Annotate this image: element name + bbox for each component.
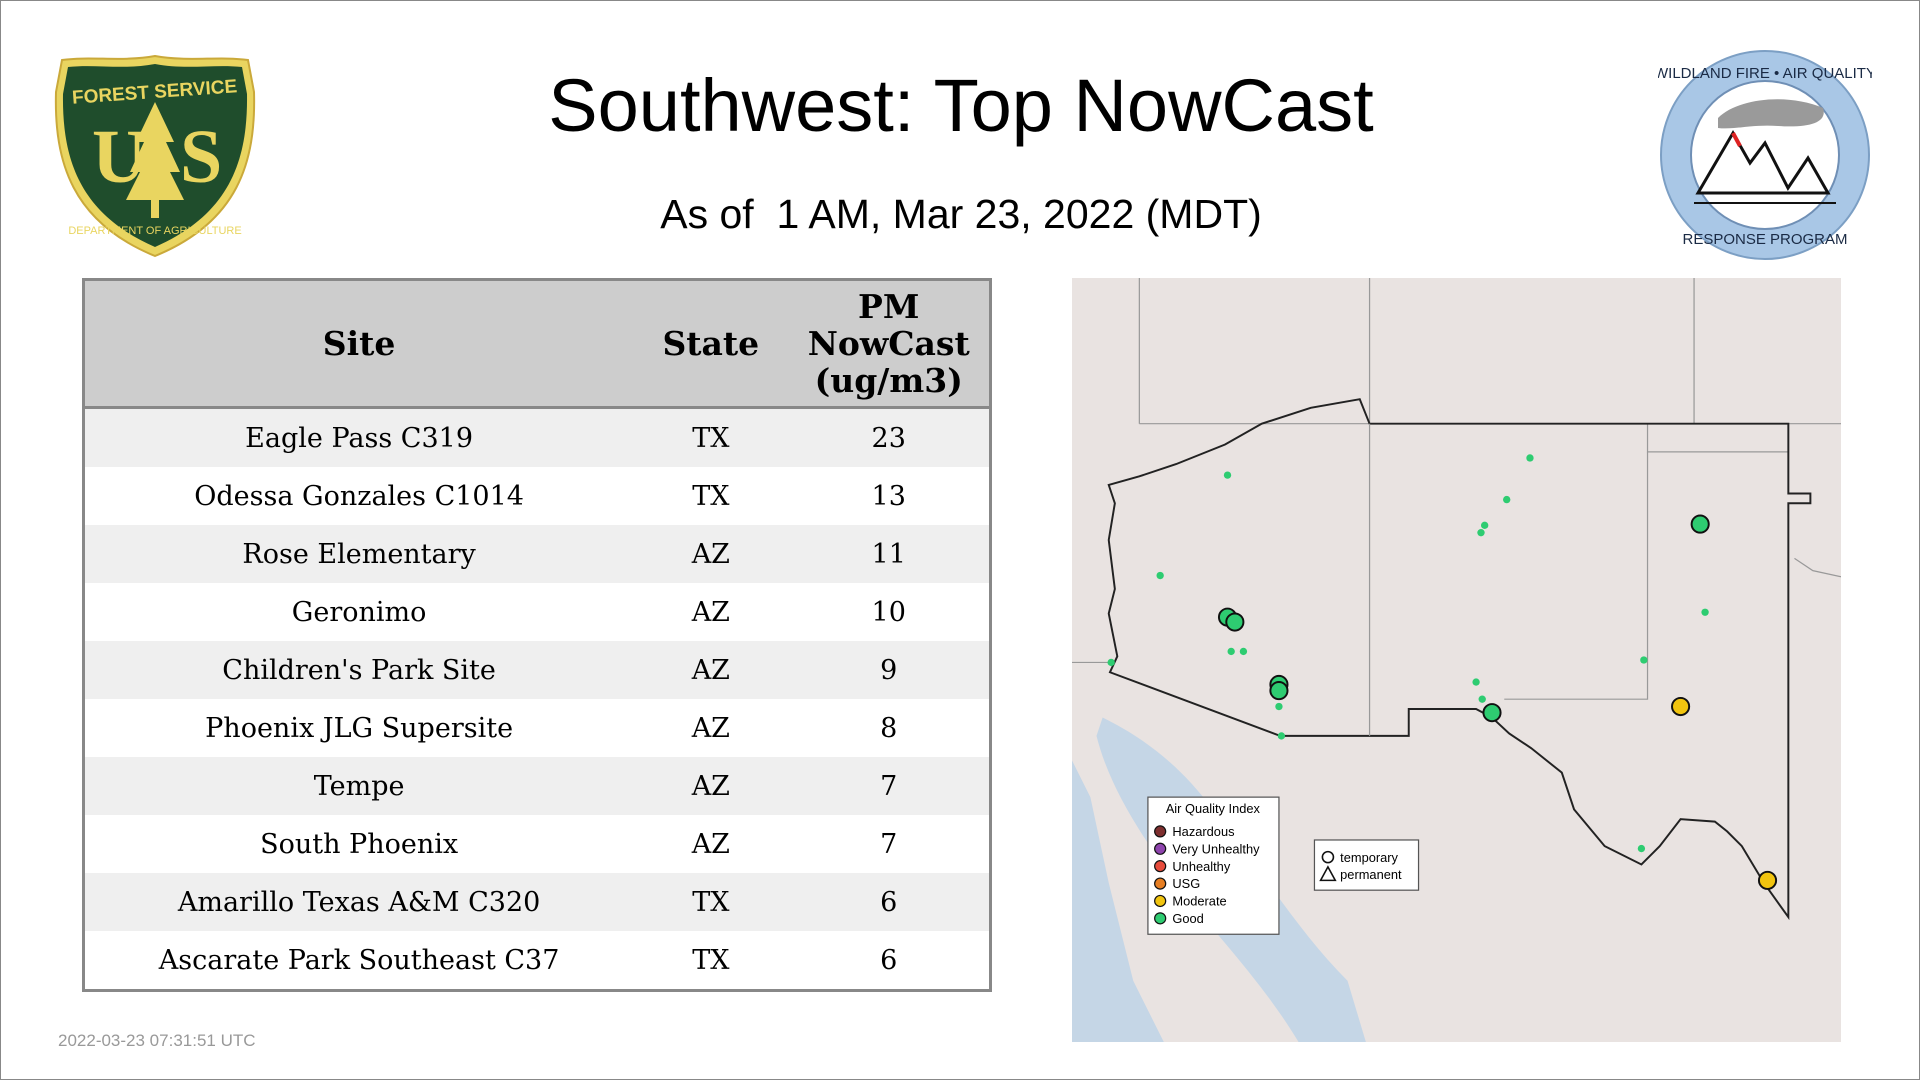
cell-state: AZ bbox=[633, 699, 789, 757]
monitor-marker-good[interactable] bbox=[1526, 454, 1534, 462]
table-row: Children's Park Site AZ 9 bbox=[83, 641, 991, 699]
monitor-marker-good[interactable] bbox=[1223, 471, 1232, 479]
monitor-marker-good[interactable] bbox=[1156, 571, 1164, 580]
table-row: Phoenix JLG Supersite AZ 8 bbox=[83, 699, 991, 757]
monitor-marker-moderate[interactable] bbox=[1757, 870, 1778, 890]
cell-state: TX bbox=[633, 873, 789, 931]
legend-temporary: temporary bbox=[1340, 850, 1398, 865]
monitor-marker-good[interactable] bbox=[1269, 681, 1289, 701]
monitor-markers bbox=[1107, 454, 1778, 890]
cell-state: AZ bbox=[633, 757, 789, 815]
table-row: Geronimo AZ 10 bbox=[83, 583, 991, 641]
monitor-marker-good[interactable] bbox=[1225, 612, 1245, 632]
site-type-legend: temporary permanent bbox=[1313, 839, 1420, 891]
pacific-ocean bbox=[1072, 760, 1164, 1042]
aqi-swatch-icon bbox=[1154, 894, 1167, 908]
cell-site: Geronimo bbox=[83, 583, 634, 641]
monitor-marker-good[interactable] bbox=[1690, 514, 1710, 534]
monitor-marker-good[interactable] bbox=[1482, 703, 1502, 723]
table-row: Amarillo Texas A&M C320 TX 6 bbox=[83, 873, 991, 931]
table-row: Tempe AZ 7 bbox=[83, 757, 991, 815]
aqi-swatch-icon bbox=[1154, 877, 1167, 890]
cell-site: South Phoenix bbox=[83, 815, 634, 873]
monitor-marker-good[interactable] bbox=[1701, 608, 1709, 616]
monitor-marker-good[interactable] bbox=[1227, 647, 1235, 656]
table-row: Ascarate Park Southeast C37 TX 6 bbox=[83, 931, 991, 991]
cell-pm-nowcast: 13 bbox=[788, 467, 991, 525]
table-row: South Phoenix AZ 7 bbox=[83, 815, 991, 873]
monitor-marker-good[interactable] bbox=[1480, 521, 1489, 529]
aqi-legend-item: Very Unhealthy bbox=[1172, 841, 1260, 856]
top-nowcast-table: Site State PM NowCast (ug/m3) Eagle Pass… bbox=[82, 278, 992, 992]
aqi-legend-item: Unhealthy bbox=[1172, 859, 1230, 874]
aqi-legend-item: Good bbox=[1172, 911, 1203, 926]
svg-text:S: S bbox=[180, 115, 222, 199]
header-state: State bbox=[633, 279, 789, 409]
cell-site: Ascarate Park Southeast C37 bbox=[83, 931, 634, 991]
cell-pm-nowcast: 6 bbox=[788, 931, 991, 991]
cell-state: AZ bbox=[633, 525, 789, 583]
region-border bbox=[1107, 398, 1812, 921]
aqi-swatch-icon bbox=[1154, 825, 1167, 838]
table-row: Rose Elementary AZ 11 bbox=[83, 525, 991, 583]
table-row: Odessa Gonzales C1014 TX 13 bbox=[83, 467, 991, 525]
header-pm-nowcast: PM NowCast (ug/m3) bbox=[788, 279, 991, 409]
cell-state: TX bbox=[633, 467, 789, 525]
cell-pm-nowcast: 10 bbox=[788, 583, 991, 641]
monitor-marker-moderate[interactable] bbox=[1671, 696, 1691, 717]
cell-state: AZ bbox=[633, 583, 789, 641]
page-title: Southwest: Top NowCast bbox=[548, 64, 1374, 147]
generated-timestamp: 2022-03-23 07:31:51 UTC bbox=[58, 1031, 256, 1050]
cell-pm-nowcast: 8 bbox=[788, 699, 991, 757]
legend-permanent: permanent bbox=[1340, 867, 1402, 882]
cell-state: AZ bbox=[633, 815, 789, 873]
monitor-marker-good[interactable] bbox=[1277, 732, 1286, 740]
aqi-swatch-icon bbox=[1154, 842, 1167, 855]
svg-text:DEPARTMENT OF AGRICULTURE: DEPARTMENT OF AGRICULTURE bbox=[68, 225, 241, 237]
aqi-legend: Air Quality Index Hazardous Very Unhealth… bbox=[1147, 796, 1280, 935]
forest-service-logo: FOREST SERVICE U S DEPARTMENT OF AGRICUL… bbox=[54, 54, 256, 258]
cell-site: Rose Elementary bbox=[83, 525, 634, 583]
monitor-marker-good[interactable] bbox=[1478, 695, 1486, 703]
cell-pm-nowcast: 6 bbox=[788, 873, 991, 931]
aqi-legend-item: Hazardous bbox=[1172, 824, 1234, 839]
cell-pm-nowcast: 9 bbox=[788, 641, 991, 699]
header-site: Site bbox=[83, 279, 634, 409]
monitor-marker-good[interactable] bbox=[1472, 678, 1480, 686]
aqi-legend-item: USG bbox=[1172, 876, 1200, 891]
cell-pm-nowcast: 11 bbox=[788, 525, 991, 583]
monitor-marker-good[interactable] bbox=[1503, 495, 1511, 504]
monitor-marker-good[interactable] bbox=[1239, 647, 1248, 656]
monitor-marker-good[interactable] bbox=[1637, 844, 1646, 853]
wildland-fire-air-quality-logo: WILDLAND FIRE • AIR QUALITY RESPONSE PRO… bbox=[1658, 50, 1872, 260]
aqi-legend-item: Moderate bbox=[1172, 894, 1226, 909]
table-header-row: Site State PM NowCast (ug/m3) bbox=[83, 279, 991, 409]
cell-site: Eagle Pass C319 bbox=[83, 407, 634, 467]
cell-site: Odessa Gonzales C1014 bbox=[83, 467, 634, 525]
cell-state: TX bbox=[633, 407, 789, 467]
monitor-marker-good[interactable] bbox=[1275, 702, 1283, 711]
monitor-marker-good[interactable] bbox=[1640, 656, 1648, 664]
table-row: Eagle Pass C319 TX 23 bbox=[83, 407, 991, 467]
cell-pm-nowcast: 7 bbox=[788, 757, 991, 815]
monitor-marker-good[interactable] bbox=[1477, 528, 1485, 537]
aqi-swatch-icon bbox=[1154, 860, 1167, 873]
cell-site: Tempe bbox=[83, 757, 634, 815]
aqi-swatch-icon bbox=[1154, 912, 1167, 925]
cell-site: Children's Park Site bbox=[83, 641, 634, 699]
permanent-triangle-icon bbox=[1319, 865, 1337, 882]
logo-text-bottom: RESPONSE PROGRAM bbox=[1682, 231, 1847, 248]
aqi-legend-title: Air Quality Index bbox=[1166, 801, 1261, 816]
temporary-circle-icon bbox=[1321, 850, 1335, 864]
cell-state: TX bbox=[633, 931, 789, 991]
logo-text-top: WILDLAND FIRE • AIR QUALITY bbox=[1658, 65, 1872, 82]
aqi-map: Air Quality Index Hazardous Very Unhealth… bbox=[1072, 278, 1841, 1042]
cell-pm-nowcast: 7 bbox=[788, 815, 991, 873]
cell-site: Amarillo Texas A&M C320 bbox=[83, 873, 634, 931]
cell-site: Phoenix JLG Supersite bbox=[83, 699, 634, 757]
cell-state: AZ bbox=[633, 641, 789, 699]
monitor-marker-good[interactable] bbox=[1107, 658, 1115, 667]
as-of-timestamp: As of 1 AM, Mar 23, 2022 (MDT) bbox=[660, 191, 1262, 237]
cell-pm-nowcast: 23 bbox=[788, 407, 991, 467]
